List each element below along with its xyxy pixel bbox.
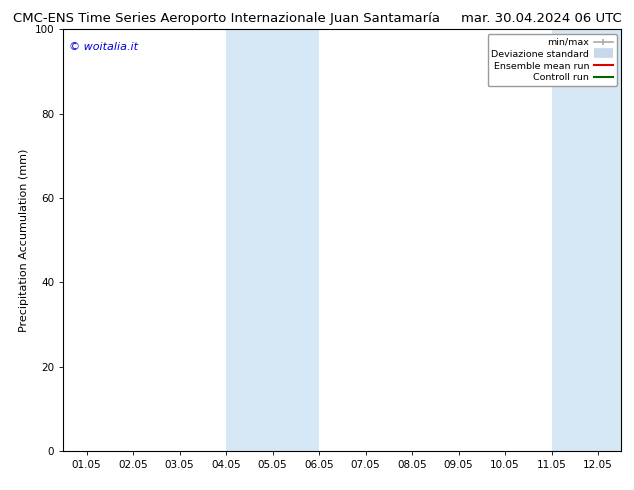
Bar xyxy=(226,29,319,451)
Y-axis label: Precipitation Accumulation (mm): Precipitation Accumulation (mm) xyxy=(19,148,29,332)
Bar xyxy=(552,29,634,451)
Text: CMC-ENS Time Series Aeroporto Internazionale Juan Santamaría: CMC-ENS Time Series Aeroporto Internazio… xyxy=(13,12,440,25)
Text: mar. 30.04.2024 06 UTC: mar. 30.04.2024 06 UTC xyxy=(460,12,621,25)
Text: © woitalia.it: © woitalia.it xyxy=(69,42,138,52)
Legend: min/max, Deviazione standard, Ensemble mean run, Controll run: min/max, Deviazione standard, Ensemble m… xyxy=(488,34,617,86)
